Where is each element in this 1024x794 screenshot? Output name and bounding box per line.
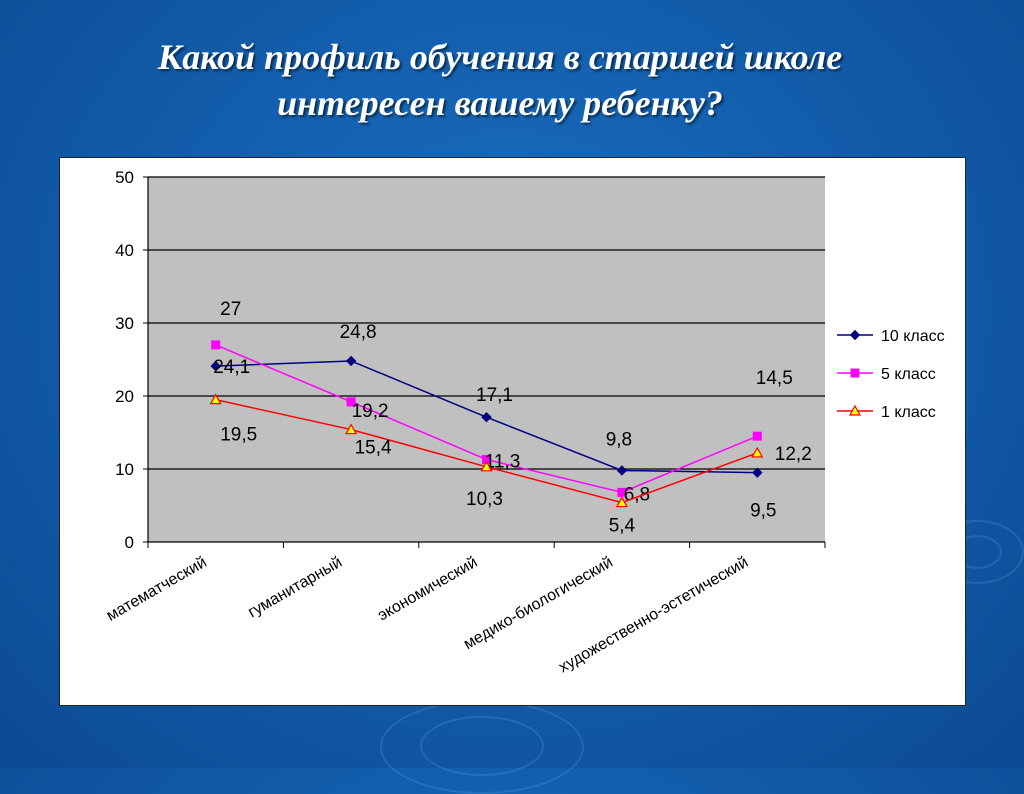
series-5-klass-data-label: 11,3 xyxy=(485,452,521,473)
x-category-label: математческий xyxy=(104,554,210,625)
y-tick-label: 10 xyxy=(115,460,134,479)
chart-container: 0 10 20 30 40 50 математческий гуманитарный экон… xyxy=(59,157,966,706)
line-chart: 0 10 20 30 40 50 математческий гуманитарный экон… xyxy=(104,168,945,676)
y-tick-label: 30 xyxy=(115,314,134,333)
legend-5-klass-point xyxy=(850,368,860,378)
series-1-klass-data-label: 5,4 xyxy=(609,516,636,537)
y-tick-label: 50 xyxy=(115,168,134,187)
series-1-klass-point xyxy=(615,496,628,508)
series-1-klass-point xyxy=(209,393,222,405)
series-10-klass-data-label: 24,8 xyxy=(340,322,377,343)
series-1-klass-data-label: 12,2 xyxy=(775,444,812,465)
legend-10-klass-label: 10 класс xyxy=(881,328,945,345)
series-1-klass-data-label: 10,3 xyxy=(466,489,503,510)
series-10-klass-point xyxy=(481,411,492,423)
series-5-klass-point xyxy=(752,431,762,441)
legend-10-klass-point xyxy=(849,329,861,341)
series-5-klass-data-label: 27 xyxy=(220,299,241,320)
y-tick-label: 40 xyxy=(115,241,134,260)
series-10-klass-point xyxy=(616,465,628,476)
y-tick-label: 20 xyxy=(115,387,134,406)
legend-5-klass-label: 5 класс xyxy=(881,366,936,383)
slide-title-line2: интересен вашему ребенку? xyxy=(277,83,723,123)
series-10-klass-point xyxy=(752,467,763,478)
slide-title: Какой профиль обучения в старшей школе и… xyxy=(60,34,940,126)
slide-title-line1: Какой профиль обучения в старшей школе xyxy=(157,37,843,77)
series-10-klass-data-label: 17,1 xyxy=(476,385,513,406)
series-10-klass-data-label: 24,1 xyxy=(213,357,250,378)
x-category-label: медико-биологический xyxy=(461,554,616,653)
series-1-klass-data-label: 19,5 xyxy=(220,425,257,446)
x-category-label: экономический xyxy=(375,554,481,625)
x-category-label: гуманитарный xyxy=(245,554,345,621)
series-10-klass-data-label: 9,8 xyxy=(606,429,632,450)
legend-1-klass-label: 1 класс xyxy=(881,404,936,421)
legend-1-klass-point xyxy=(848,404,862,416)
series-10-klass-point xyxy=(345,355,357,367)
series-1-klass-point xyxy=(480,460,493,472)
series-1-klass-point xyxy=(345,423,358,435)
series-1-klass-data-label: 15,4 xyxy=(355,438,392,459)
series-10-klass-point xyxy=(210,360,221,372)
series-10-klass-data-label: 9,5 xyxy=(750,501,776,522)
series-5-klass-point xyxy=(346,397,356,407)
series-5-klass-data-label: 6,8 xyxy=(624,484,650,505)
series-5-klass-data-label: 19,2 xyxy=(352,401,389,422)
series-5-klass-point xyxy=(211,340,221,350)
plot-area xyxy=(148,177,825,542)
y-tick-label: 0 xyxy=(125,533,134,552)
series-1-klass-point xyxy=(751,446,764,458)
decor-ripple xyxy=(420,716,544,776)
series-5-klass-data-label: 14,5 xyxy=(756,368,793,389)
